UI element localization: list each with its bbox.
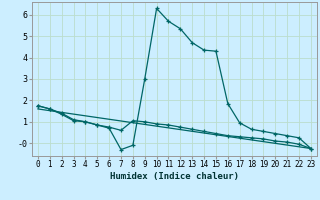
X-axis label: Humidex (Indice chaleur): Humidex (Indice chaleur) [110,172,239,181]
